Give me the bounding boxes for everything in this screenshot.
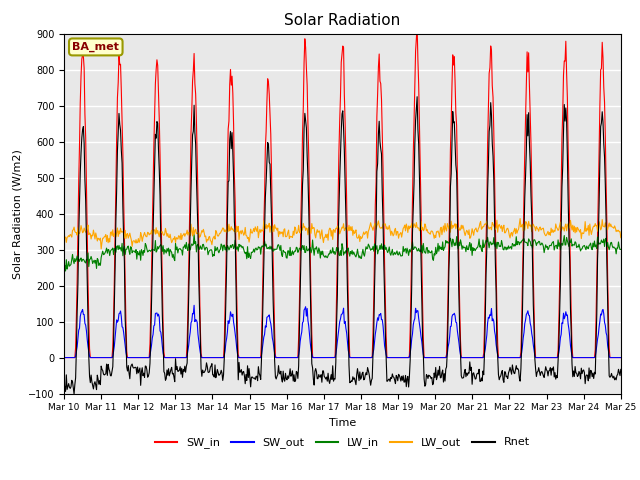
Line: SW_out: SW_out xyxy=(64,305,621,358)
LW_in xyxy=(185,241,193,247)
SW_out xyxy=(214,355,222,360)
LW_in xyxy=(61,268,69,274)
Rnet xyxy=(185,292,193,298)
SW_in xyxy=(60,355,68,360)
LW_out xyxy=(411,223,419,228)
LW_in xyxy=(60,264,68,270)
Y-axis label: Solar Radiation (W/m2): Solar Radiation (W/m2) xyxy=(12,149,22,278)
SW_in xyxy=(410,119,418,125)
Rnet xyxy=(214,370,222,375)
SW_in xyxy=(70,355,78,360)
Rnet xyxy=(617,367,625,372)
LW_out xyxy=(185,229,193,235)
LW_out xyxy=(428,228,435,234)
Rnet xyxy=(413,94,421,99)
X-axis label: Time: Time xyxy=(329,418,356,428)
LW_in xyxy=(128,250,136,256)
Rnet xyxy=(411,142,419,147)
SW_in xyxy=(184,308,192,313)
LW_out xyxy=(516,216,524,221)
Line: LW_in: LW_in xyxy=(64,234,621,271)
SW_in xyxy=(127,355,135,360)
LW_out xyxy=(128,243,136,249)
LW_in xyxy=(215,250,223,256)
LW_in xyxy=(190,231,198,237)
SW_out xyxy=(411,316,419,322)
SW_out xyxy=(70,355,78,360)
SW_out xyxy=(60,355,68,360)
Rnet xyxy=(60,388,68,394)
LW_in xyxy=(412,244,419,250)
Rnet xyxy=(128,361,136,367)
Line: LW_out: LW_out xyxy=(64,218,621,249)
Line: SW_in: SW_in xyxy=(64,26,621,358)
SW_in xyxy=(428,355,435,360)
SW_out xyxy=(190,302,198,308)
Legend: SW_in, SW_out, LW_in, LW_out, Rnet: SW_in, SW_out, LW_in, LW_out, Rnet xyxy=(151,433,534,453)
SW_in xyxy=(214,355,221,360)
LW_out xyxy=(97,246,105,252)
SW_out xyxy=(428,355,435,360)
SW_in xyxy=(413,24,421,29)
SW_out xyxy=(617,355,625,360)
LW_out xyxy=(70,224,78,230)
Rnet xyxy=(71,382,79,387)
Title: Solar Radiation: Solar Radiation xyxy=(284,13,401,28)
SW_out xyxy=(127,355,135,360)
Rnet xyxy=(70,391,78,397)
LW_out xyxy=(60,231,68,237)
Rnet xyxy=(428,374,436,380)
Line: Rnet: Rnet xyxy=(64,96,621,394)
LW_out xyxy=(214,233,222,239)
LW_out xyxy=(617,235,625,240)
LW_in xyxy=(617,247,625,252)
Text: BA_met: BA_met xyxy=(72,42,119,52)
SW_out xyxy=(184,348,192,354)
LW_in xyxy=(71,256,79,262)
SW_in xyxy=(617,355,625,360)
LW_in xyxy=(428,248,436,253)
